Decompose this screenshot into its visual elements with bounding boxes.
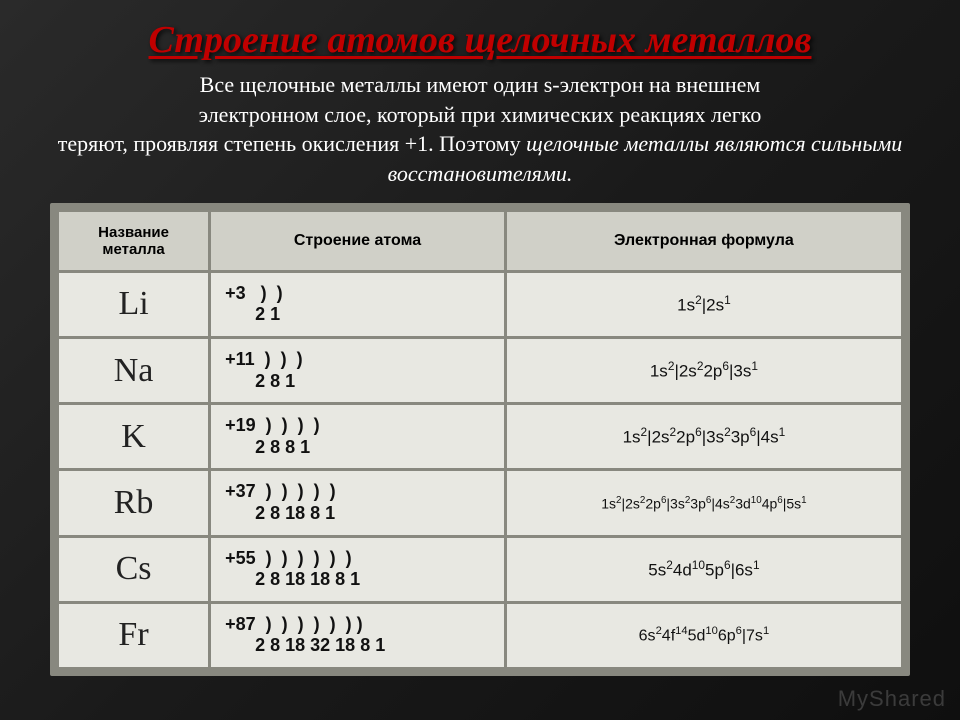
desc-line3: теряют, проявляя степень окисления +1. П…	[58, 131, 526, 156]
table-header-row: Название металла Строение атома Электрон…	[58, 210, 903, 271]
table-row: Li+3 ) ) 2 11s2|2s1	[58, 271, 903, 337]
element-symbol: Na	[58, 337, 210, 403]
table-row: Fr+87 ) ) ) ) ) ) ) 2 8 18 32 18 8 16s24…	[58, 602, 903, 668]
desc-line1: Все щелочные металлы имеют один s-электр…	[200, 72, 761, 97]
metals-table: Название металла Строение атома Электрон…	[56, 209, 904, 670]
header-struct: Строение атома	[210, 210, 506, 271]
desc-line2: электронном слое, который при химических…	[199, 102, 762, 127]
element-symbol: Fr	[58, 602, 210, 668]
table-row: K+19 ) ) ) ) 2 8 8 11s2|2s22p6|3s23p6|4s…	[58, 404, 903, 470]
atom-structure: +55 ) ) ) ) ) ) 2 8 18 18 8 1	[210, 536, 506, 602]
atom-structure: +3 ) ) 2 1	[210, 271, 506, 337]
metals-table-container: Название металла Строение атома Электрон…	[50, 203, 910, 676]
slide-description: Все щелочные металлы имеют один s-электр…	[0, 70, 960, 203]
table-row: Rb+37 ) ) ) ) ) 2 8 18 8 11s2|2s22p6|3s2…	[58, 470, 903, 536]
electron-formula: 1s2|2s22p6|3s1	[505, 337, 902, 403]
electron-formula: 1s2|2s22p6|3s23p6|4s23d104p6|5s1	[505, 470, 902, 536]
atom-structure: +19 ) ) ) ) 2 8 8 1	[210, 404, 506, 470]
watermark: MyShared	[838, 686, 946, 712]
table-row: Na+11 ) ) ) 2 8 11s2|2s22p6|3s1	[58, 337, 903, 403]
element-symbol: Rb	[58, 470, 210, 536]
atom-structure: +87 ) ) ) ) ) ) ) 2 8 18 32 18 8 1	[210, 602, 506, 668]
element-symbol: K	[58, 404, 210, 470]
electron-formula: 6s24f145d106p6|7s1	[505, 602, 902, 668]
table-row: Cs+55 ) ) ) ) ) ) 2 8 18 18 8 15s24d105p…	[58, 536, 903, 602]
header-formula: Электронная формула	[505, 210, 902, 271]
header-name: Название металла	[58, 210, 210, 271]
electron-formula: 1s2|2s22p6|3s23p6|4s1	[505, 404, 902, 470]
atom-structure: +37 ) ) ) ) ) 2 8 18 8 1	[210, 470, 506, 536]
electron-formula: 1s2|2s1	[505, 271, 902, 337]
element-symbol: Li	[58, 271, 210, 337]
atom-structure: +11 ) ) ) 2 8 1	[210, 337, 506, 403]
electron-formula: 5s24d105p6|6s1	[505, 536, 902, 602]
slide-title: Строение атомов щелочных металлов	[0, 0, 960, 70]
element-symbol: Cs	[58, 536, 210, 602]
